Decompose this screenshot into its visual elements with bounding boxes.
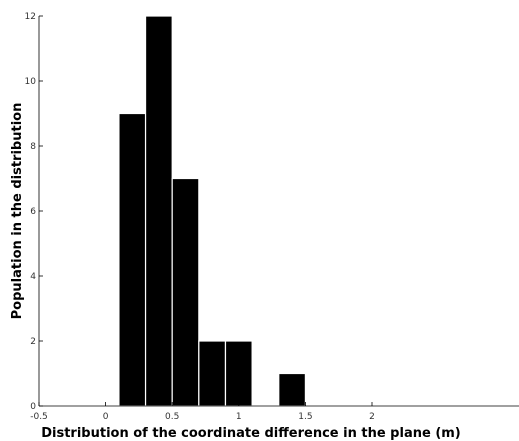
- x-axis-title: Distribution of the coordinate differenc…: [41, 426, 461, 441]
- bars-group: [118, 15, 307, 407]
- histogram-bar-0: [118, 112, 147, 407]
- x-tick-label: 0: [103, 412, 109, 422]
- histogram-bar-4: [224, 340, 253, 407]
- y-tick-label: 10: [25, 77, 37, 87]
- y-tick-label: 4: [30, 272, 36, 282]
- y-tick-label: 6: [30, 207, 36, 217]
- y-axis-title: Population in the distribution: [10, 103, 25, 320]
- x-axis-ticks: -0.5 0 0.5 1 1.5 2: [30, 402, 375, 422]
- y-tick-label: 2: [30, 337, 36, 347]
- histogram-bar-2: [171, 177, 200, 407]
- y-axis-ticks: 0 2 4 6 8 10 12: [25, 12, 43, 412]
- x-tick-label: 1: [236, 412, 242, 422]
- x-tick-label: -0.5: [30, 412, 48, 422]
- histogram-bar-3: [198, 340, 227, 407]
- y-tick-label: 8: [30, 142, 36, 152]
- x-tick-label: 0.5: [165, 412, 179, 422]
- y-tick-label: 0: [30, 402, 36, 412]
- y-tick-label: 12: [25, 12, 36, 22]
- x-tick-label: 2: [369, 412, 375, 422]
- histogram-bar-1: [144, 15, 173, 407]
- x-tick-label: 1.5: [298, 412, 312, 422]
- histogram-bar-6: [278, 372, 307, 407]
